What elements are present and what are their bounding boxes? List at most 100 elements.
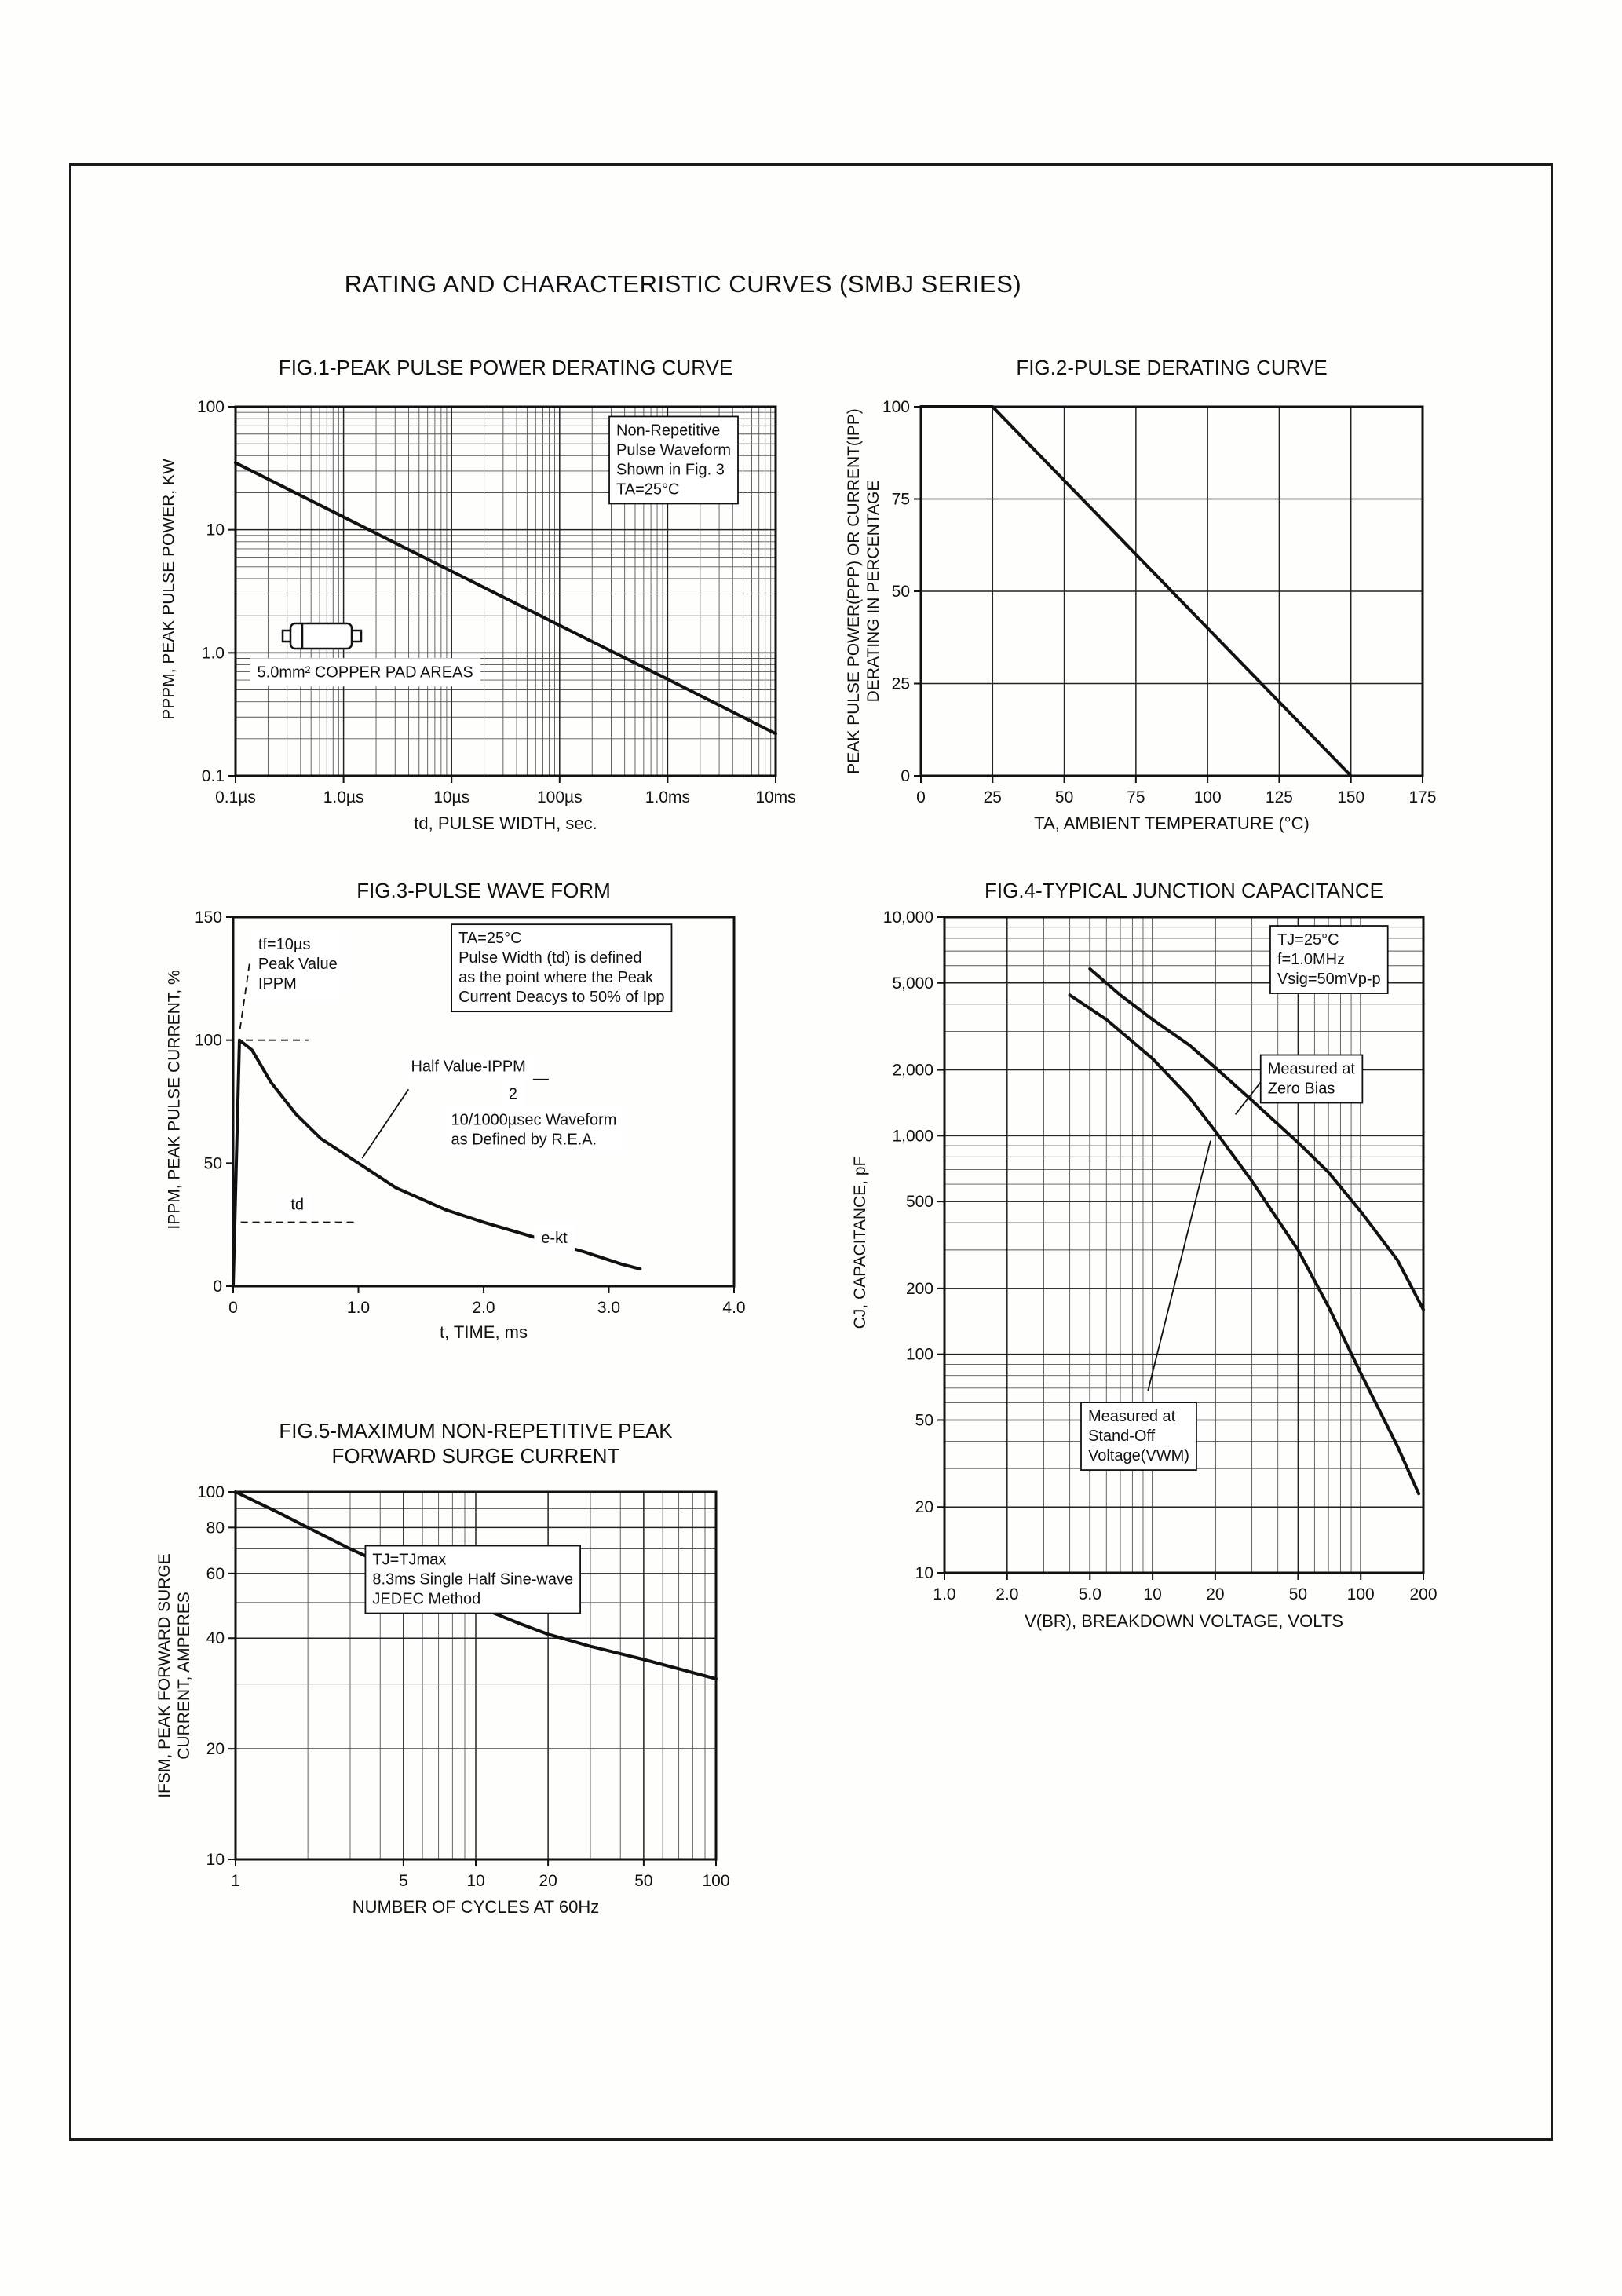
fig4-x-axis-label: V(BR), BREAKDOWN VOLTAGE, VOLTS — [1025, 1611, 1343, 1631]
svg-text:1.0: 1.0 — [202, 644, 225, 662]
svg-text:175: 175 — [1408, 788, 1436, 806]
annotation-zero-bias-label: Measured at Zero Bias — [1259, 1054, 1364, 1104]
svg-text:100: 100 — [197, 1483, 225, 1501]
svg-text:Vsig=50mVp-p: Vsig=50mVp-p — [1277, 971, 1381, 988]
fig1-x-axis-label: td, PULSE WIDTH, sec. — [414, 813, 597, 833]
svg-text:150: 150 — [195, 909, 222, 927]
svg-text:75: 75 — [892, 491, 910, 509]
svg-text:Stand-Off: Stand-Off — [1088, 1428, 1156, 1445]
svg-text:td: td — [290, 1197, 304, 1214]
svg-text:200: 200 — [1409, 1585, 1437, 1603]
fig1-y-axis-label: PPPM, PEAK PULSE POWER, KW — [159, 459, 178, 720]
svg-text:100: 100 — [197, 398, 225, 416]
svg-text:50: 50 — [915, 1411, 933, 1429]
svg-text:125: 125 — [1266, 788, 1293, 806]
svg-text:40: 40 — [206, 1629, 225, 1647]
svg-text:100µs: 100µs — [537, 788, 583, 806]
svg-text:80: 80 — [206, 1519, 225, 1537]
svg-text:100: 100 — [1347, 1585, 1375, 1603]
page-title: RATING AND CHARACTERISTIC CURVES (SMBJ S… — [344, 270, 1022, 298]
svg-text:50: 50 — [1055, 788, 1073, 806]
svg-text:100: 100 — [1194, 788, 1222, 806]
svg-text:10: 10 — [1143, 1585, 1161, 1603]
svg-text:10/1000µsec Waveform: 10/1000µsec Waveform — [451, 1111, 617, 1128]
svg-text:10: 10 — [915, 1564, 933, 1582]
svg-text:f=1.0MHz: f=1.0MHz — [1277, 951, 1345, 968]
svg-text:IPPM: IPPM — [258, 975, 297, 993]
annotation-copper-pad-note: 5.0mm² COPPER PAD AREAS — [250, 658, 480, 687]
svg-text:tf=10µs: tf=10µs — [258, 936, 311, 953]
svg-text:60: 60 — [206, 1565, 225, 1583]
svg-text:1: 1 — [231, 1872, 240, 1890]
fig2-y-axis-label: PEAK PULSE POWER(PPP) OR CURRENT(IPP) DE… — [845, 408, 882, 774]
svg-text:20: 20 — [915, 1498, 933, 1516]
annotation-pulse-width-label: td — [283, 1190, 312, 1219]
series-peak-pulse-power — [234, 461, 777, 736]
fig2-title: FIG.2-PULSE DERATING CURVE — [1016, 356, 1328, 379]
series-measured-at-stand-off-voltage — [1068, 993, 1421, 1496]
annotation-exp-decay-label: e-kt — [534, 1223, 575, 1252]
svg-text:10ms: 10ms — [755, 788, 795, 806]
svg-text:5: 5 — [399, 1872, 408, 1890]
fig5-chart: 1 5 10 20 50 100 100 80 60 40 20 10 TJ=TJmax 8.3ms Si… — [197, 1483, 730, 1890]
svg-text:5.0mm² COPPER PAD AREAS: 5.0mm² COPPER PAD AREAS — [258, 664, 473, 681]
svg-text:Peak Value: Peak Value — [258, 956, 338, 973]
svg-text:50: 50 — [634, 1872, 652, 1890]
fig5-y-axis-label: IFSM, PEAK FORWARD SURGE CURRENT, AMPERE… — [155, 1553, 193, 1798]
svg-text:Measured at: Measured at — [1268, 1061, 1356, 1078]
svg-text:50: 50 — [892, 583, 910, 601]
svg-text:20: 20 — [539, 1872, 557, 1890]
svg-text:2.0: 2.0 — [995, 1585, 1018, 1603]
svg-text:0.1: 0.1 — [202, 767, 225, 785]
svg-text:0: 0 — [901, 767, 910, 785]
svg-text:200: 200 — [906, 1280, 933, 1298]
svg-text:100: 100 — [195, 1032, 222, 1050]
fig3-title: FIG.3-PULSE WAVE FORM — [356, 879, 611, 902]
svg-text:100: 100 — [882, 398, 910, 416]
svg-text:1.0: 1.0 — [347, 1299, 370, 1317]
svg-text:1.0µs: 1.0µs — [323, 788, 364, 806]
fig3-x-axis-label: t, TIME, ms — [439, 1322, 528, 1342]
svg-text:as Defined by R.E.A.: as Defined by R.E.A. — [451, 1131, 597, 1148]
svg-text:0: 0 — [228, 1299, 238, 1317]
fig5-x-axis-label: NUMBER OF CYCLES AT 60Hz — [352, 1897, 600, 1917]
svg-text:25: 25 — [892, 675, 910, 693]
svg-text:TA=25°C: TA=25°C — [616, 481, 679, 498]
svg-text:100: 100 — [906, 1346, 933, 1364]
svg-text:500: 500 — [906, 1193, 933, 1211]
svg-text:50: 50 — [204, 1154, 222, 1172]
svg-text:20: 20 — [206, 1740, 225, 1758]
svg-text:3.0: 3.0 — [597, 1299, 620, 1317]
svg-text:100: 100 — [702, 1872, 729, 1890]
svg-text:0.1µs: 0.1µs — [215, 788, 256, 806]
svg-text:150: 150 — [1337, 788, 1364, 806]
svg-text:50: 50 — [1289, 1585, 1307, 1603]
svg-text:10: 10 — [206, 521, 225, 539]
svg-text:2,000: 2,000 — [892, 1062, 933, 1080]
annotation-pulse-width-note: TA=25°C Pulse Width (td) is defined as the… — [451, 923, 673, 1013]
svg-text:Pulse Width (td) is defined: Pulse Width (td) is defined — [458, 949, 641, 967]
svg-text:75: 75 — [1127, 788, 1145, 806]
annotation-conditions-note: TJ=25°C f=1.0MHz Vsig=50mVp-p — [1269, 925, 1389, 994]
annotation-rea-waveform-note: 10/1000µsec Waveform as Defined by R.E.A. — [444, 1106, 624, 1154]
svg-text:Measured at: Measured at — [1088, 1408, 1176, 1425]
svg-text:1,000: 1,000 — [892, 1127, 933, 1145]
svg-text:25: 25 — [984, 788, 1002, 806]
svg-text:JEDEC Method: JEDEC Method — [372, 1591, 480, 1608]
fig3-y-axis-label: IPPM, PEAK PULSE CURRENT, % — [165, 970, 184, 1230]
svg-text:10,000: 10,000 — [883, 909, 933, 927]
fig3-chart: 0 1.0 2.0 3.0 4.0 150 100 50 0 tf=10µs Peak Value I… — [195, 909, 746, 1317]
svg-text:5,000: 5,000 — [892, 974, 933, 993]
svg-text:0: 0 — [213, 1278, 222, 1296]
svg-text:Shown in Fig. 3: Shown in Fig. 3 — [616, 461, 725, 478]
annotation-conditions-note: TJ=TJmax 8.3ms Single Half Sine-wave JEDEC… — [364, 1545, 582, 1614]
svg-text:4.0: 4.0 — [722, 1299, 745, 1317]
fig4-y-axis-label: CJ, CAPACITANCE, pF — [851, 1156, 869, 1329]
fig4-title: FIG.4-TYPICAL JUNCTION CAPACITANCE — [984, 879, 1383, 902]
svg-text:8.3ms Single Half Sine-wave: 8.3ms Single Half Sine-wave — [372, 1571, 573, 1589]
fig1-chart: 0.1µs 1.0µs 10µs 100µs 1.0ms 10ms 100 10 1.0 0.1 N… — [197, 398, 796, 806]
svg-text:1.0: 1.0 — [933, 1585, 955, 1603]
svg-text:10: 10 — [206, 1851, 225, 1869]
fig2-x-axis-label: TA, AMBIENT TEMPERATURE (°C) — [1034, 813, 1310, 833]
svg-text:e-kt: e-kt — [541, 1230, 568, 1247]
